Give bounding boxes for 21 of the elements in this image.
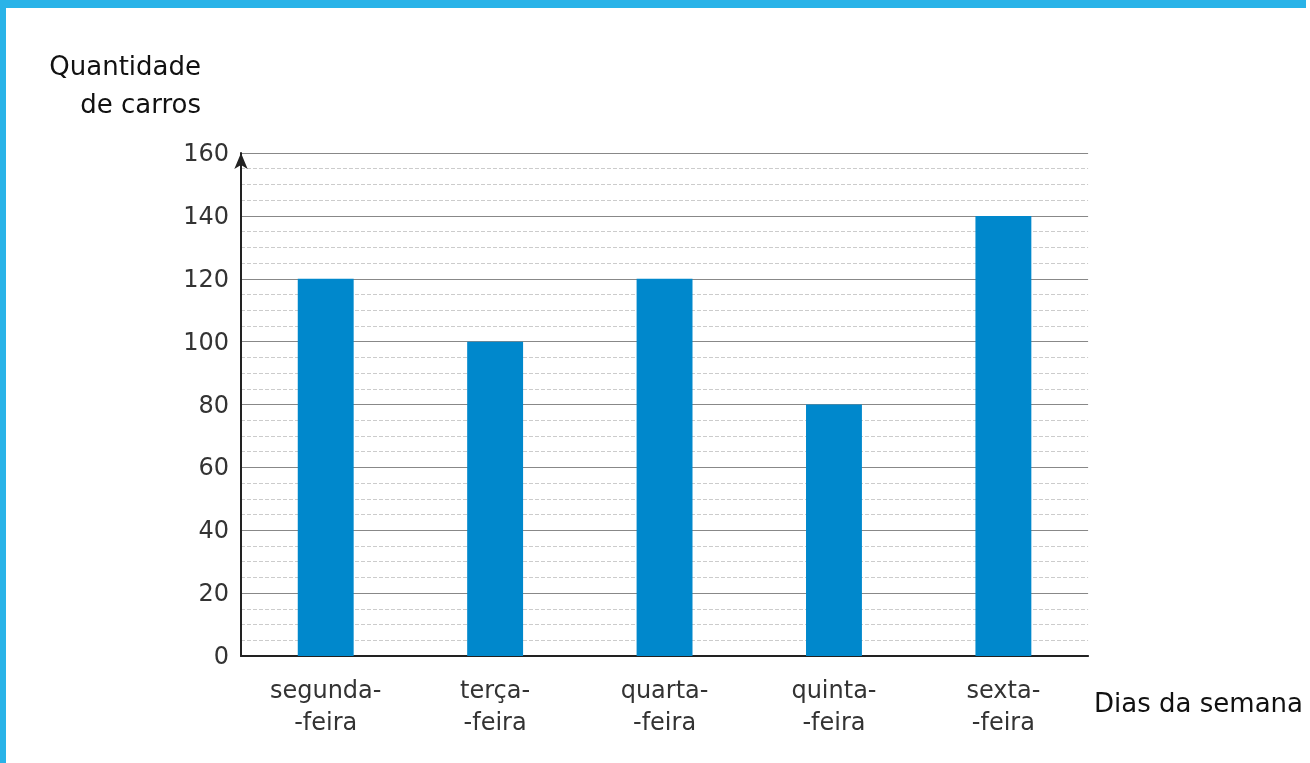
y-axis-title: Quantidade de carros (49, 51, 201, 119)
x-tick-label: terça- -feira (460, 676, 531, 736)
x-axis-title: Dias da semana (1094, 688, 1303, 718)
y-tick-label: 60 (198, 453, 229, 482)
bar (636, 278, 693, 656)
bar (975, 215, 1032, 656)
y-tick-label: 100 (183, 327, 229, 356)
y-tick-label: 140 (183, 201, 229, 230)
y-tick-label: 20 (198, 579, 229, 608)
y-tick-label: 120 (183, 264, 229, 293)
x-tick-label: sexta- -feira (966, 676, 1041, 736)
x-tick-label: quarta- -feira (620, 676, 709, 736)
y-tick-label: 160 (183, 139, 229, 167)
bar (297, 278, 354, 656)
bar (467, 341, 524, 656)
x-tick-label: quinta- -feira (791, 676, 877, 736)
y-tick-label: 0 (213, 642, 229, 670)
y-tick-label: 80 (198, 390, 229, 419)
bar (806, 404, 862, 656)
x-tick-label: segunda- -feira (269, 676, 382, 736)
y-tick-label: 40 (198, 516, 229, 545)
